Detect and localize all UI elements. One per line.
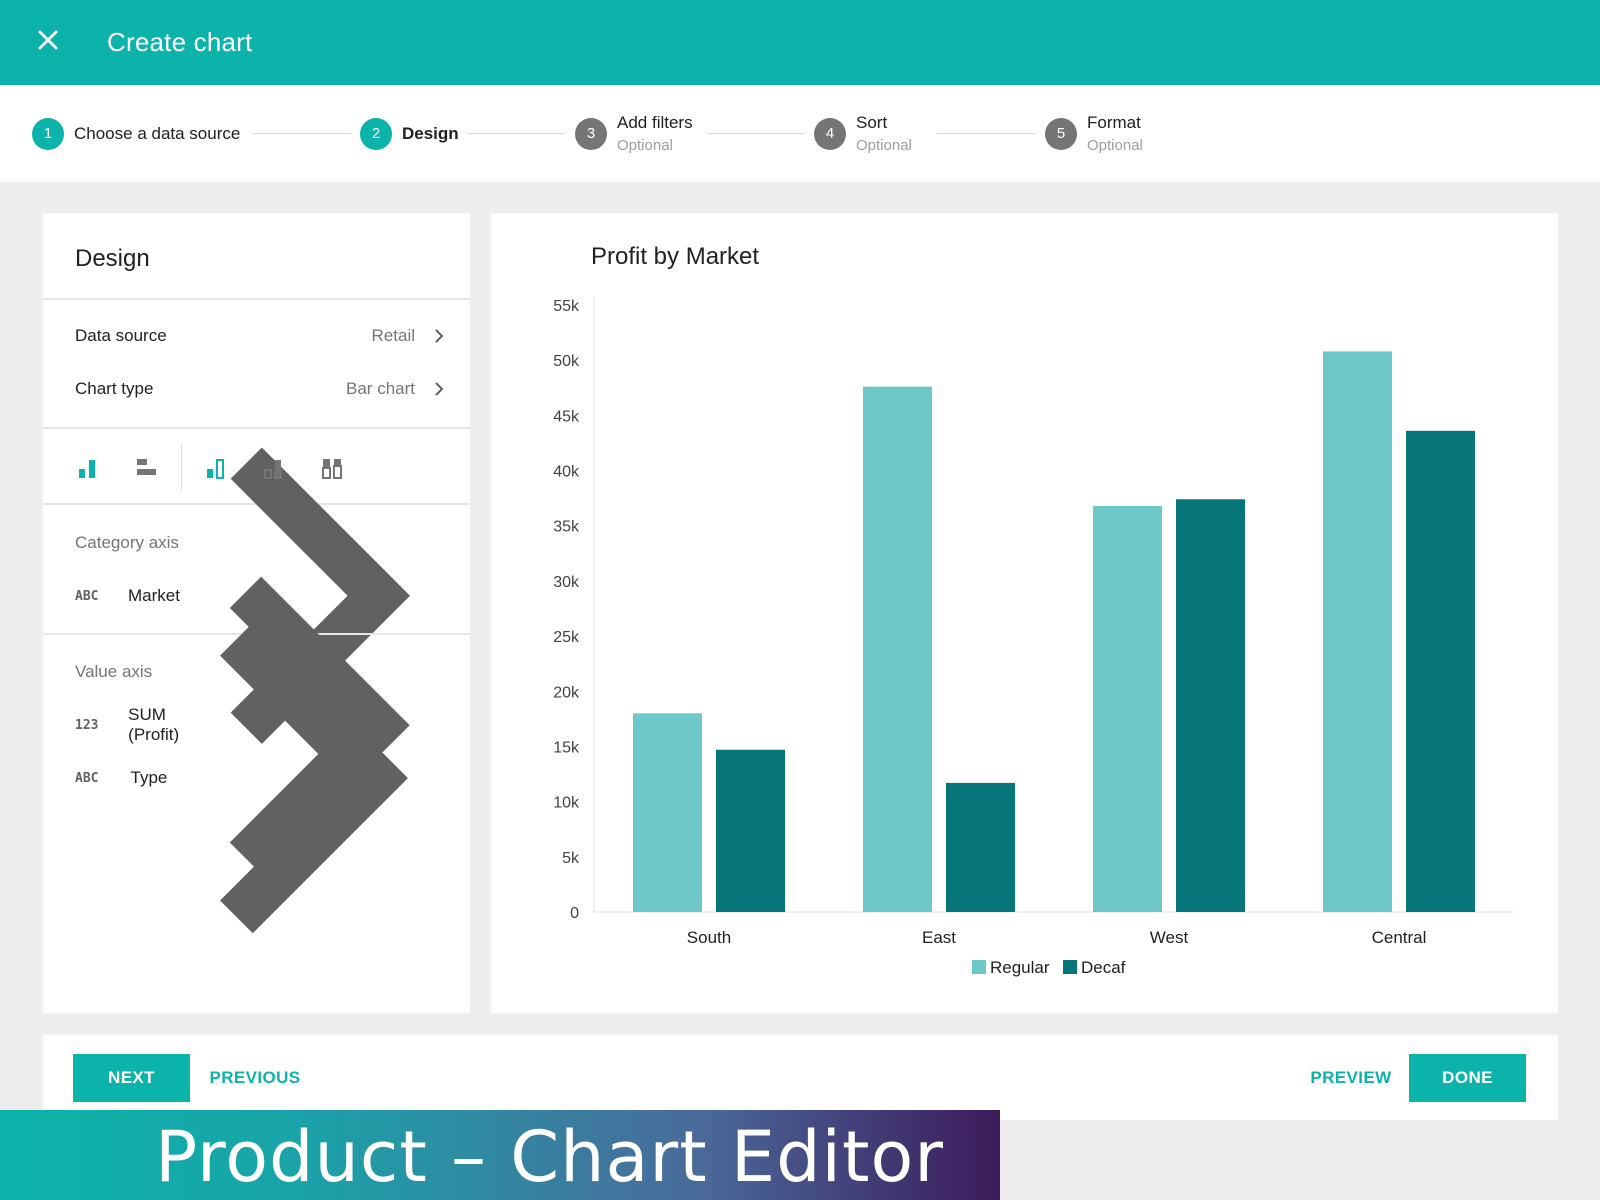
step-label: Choose a data source — [74, 123, 241, 143]
step-number: 2 — [360, 117, 392, 150]
bar-decaf-east — [946, 782, 1015, 912]
app-bar: Create chart — [0, 0, 1600, 85]
column-chart-icon[interactable] — [76, 455, 102, 481]
step-label: Add filters — [617, 113, 693, 132]
value-axis-title: Value axis — [75, 662, 153, 681]
preview-button[interactable]: PREVIEW — [1310, 1068, 1392, 1087]
step-sublabel: Optional — [856, 137, 912, 154]
step-sublabel: Optional — [1087, 137, 1143, 154]
bar-decaf-south — [716, 749, 785, 912]
field-type-label: ABC — [75, 588, 99, 604]
bar-decaf-central — [1406, 430, 1475, 912]
step-number: 5 — [1045, 117, 1077, 150]
y-tick-label: 15k — [553, 739, 580, 756]
chart-type-label: Chart type — [75, 379, 154, 398]
bar-regular-east — [863, 386, 932, 913]
caption-banner: Product – Chart Editor — [0, 1110, 1000, 1200]
field-type-label: ABC — [75, 770, 99, 786]
x-tick-label: East — [922, 928, 956, 947]
step-number: 3 — [575, 117, 607, 150]
y-tick-label: 50k — [553, 353, 580, 370]
y-tick-label: 55k — [553, 298, 580, 315]
step-connector — [253, 133, 351, 134]
chevron-right-icon — [229, 576, 410, 874]
field-name: Type — [130, 768, 168, 787]
previous-button[interactable]: PREVIOUS — [209, 1068, 301, 1087]
step-add-filters[interactable]: 3 Add filters Optional — [575, 85, 693, 182]
bar-chart-icon[interactable] — [134, 455, 160, 481]
bar-regular-south — [633, 713, 702, 912]
percent-stacked-column-icon[interactable] — [320, 455, 346, 481]
y-tick-label: 35k — [553, 519, 580, 536]
y-tick-label: 5k — [562, 850, 580, 867]
bar-regular-central — [1323, 351, 1392, 912]
close-icon[interactable] — [34, 26, 62, 54]
field-name: Market — [128, 586, 180, 605]
divider — [43, 298, 470, 300]
step-format[interactable]: 5 Format Optional — [1045, 85, 1143, 182]
data-source-row[interactable]: Data source Retail — [75, 321, 445, 351]
toolbar-separator — [181, 443, 182, 491]
legend-swatch-regular — [972, 960, 986, 974]
stacked-column-icon[interactable] — [262, 455, 288, 481]
chart-panel: Profit by Market 0 5k 10k 15k 20k 25k 30k 35k 40… — [491, 213, 1558, 1013]
step-sublabel: Optional — [617, 137, 673, 154]
step-connector — [468, 133, 564, 134]
legend-swatch-decaf — [1063, 960, 1077, 974]
step-choose-data-source[interactable]: 1 Choose a data source — [32, 85, 240, 182]
app-title: Create chart — [107, 27, 253, 57]
stepper: 1 Choose a data source 2 Design 3 Add fi… — [0, 85, 1600, 182]
step-connector — [937, 133, 1035, 134]
step-design[interactable]: 2 Design — [360, 85, 459, 182]
next-button[interactable]: NEXT — [73, 1054, 190, 1102]
x-tick-label: Central — [1372, 928, 1427, 947]
data-source-label: Data source — [75, 326, 167, 345]
chevron-right-icon — [435, 382, 444, 396]
y-tick-label: 0 — [570, 905, 579, 922]
chart-type-row[interactable]: Chart type Bar chart — [75, 374, 445, 404]
category-axis-title: Category axis — [75, 533, 179, 552]
grouped-column-icon[interactable] — [204, 455, 230, 481]
design-panel: Design Data source Retail Chart type Bar… — [43, 213, 470, 1013]
step-connector — [708, 133, 804, 134]
field-type-label: 123 — [75, 717, 99, 733]
y-tick-label: 45k — [553, 408, 580, 425]
done-button[interactable]: DONE — [1409, 1054, 1526, 1102]
action-bar: NEXT PREVIOUS PREVIEW DONE — [43, 1035, 1558, 1120]
chevron-right-icon — [220, 622, 409, 934]
chart-type-value: Bar chart — [346, 379, 415, 398]
caption-text: Product – Chart Editor — [155, 1116, 945, 1198]
step-label: Format — [1087, 113, 1141, 132]
x-tick-label: West — [1150, 928, 1189, 947]
bar-decaf-west — [1176, 499, 1245, 912]
step-number: 1 — [32, 117, 64, 150]
legend-label-regular: Regular — [990, 958, 1050, 977]
y-tick-label: 30k — [553, 574, 580, 591]
step-number: 4 — [814, 117, 846, 150]
x-tick-label: South — [687, 928, 731, 947]
y-tick-label: 20k — [553, 684, 580, 701]
value-field-type[interactable]: ABC Type — [75, 622, 445, 934]
value-field-sum-profit[interactable]: 123 SUM (Profit) — [75, 576, 445, 874]
y-tick-label: 10k — [553, 795, 580, 812]
step-label: Sort — [856, 113, 888, 132]
legend-label-decaf: Decaf — [1081, 958, 1126, 977]
step-label: Design — [402, 123, 459, 143]
divider — [43, 427, 470, 429]
y-tick-label: 40k — [553, 464, 580, 481]
bar-regular-west — [1093, 505, 1162, 912]
bar-chart: 0 5k 10k 15k 20k 25k 30k 35k 40k 45k 50k 55k South Ea… — [553, 297, 1514, 977]
chevron-right-icon — [435, 329, 444, 343]
design-panel-title: Design — [75, 245, 150, 272]
y-tick-label: 25k — [553, 629, 580, 646]
step-sort[interactable]: 4 Sort Optional — [814, 85, 912, 182]
chart-title: Profit by Market — [591, 243, 760, 270]
data-source-value: Retail — [371, 326, 415, 345]
field-name: SUM (Profit) — [128, 705, 180, 744]
